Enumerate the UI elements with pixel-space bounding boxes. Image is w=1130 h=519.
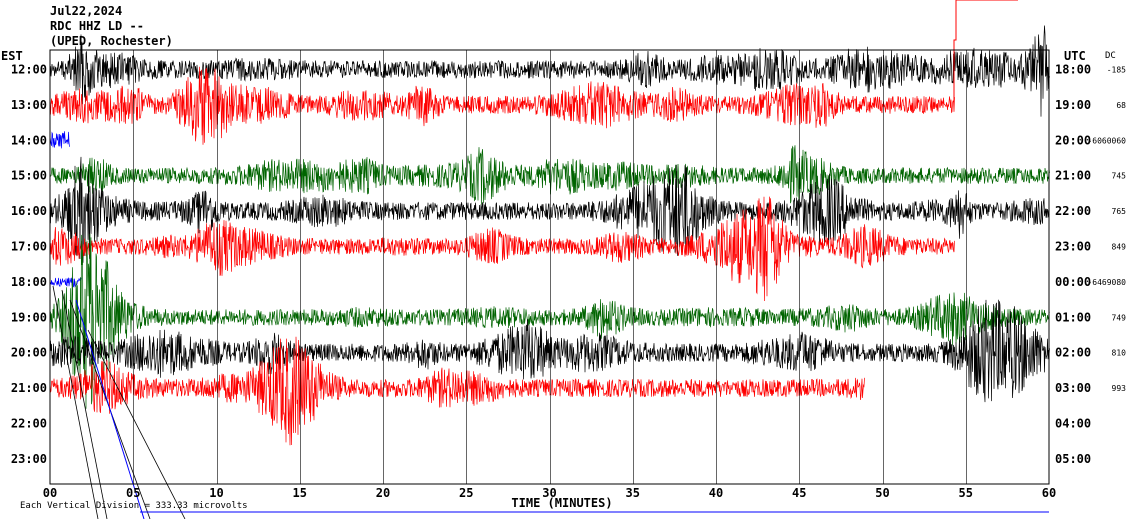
utc-label-10: 04:00: [1055, 417, 1091, 431]
utc-label-6: 00:00: [1055, 275, 1091, 289]
offscale-black-line-2: [61, 289, 108, 519]
est-label-3: 15:00: [11, 169, 47, 183]
trace-row-5: [49, 196, 955, 302]
x-tick-label-45: 45: [792, 486, 806, 500]
est-label-11: 23:00: [11, 452, 47, 466]
left-zone-label: EST: [1, 49, 23, 63]
dc-value-2: -6060060: [1087, 136, 1126, 145]
header-date: Jul22,2024: [50, 4, 122, 18]
est-label-7: 19:00: [11, 310, 47, 324]
dc-value-4: 765: [1112, 207, 1127, 216]
utc-label-7: 01:00: [1055, 310, 1091, 324]
x-tick-label-50: 50: [875, 486, 889, 500]
est-label-0: 12:00: [11, 63, 47, 77]
x-tick-label-0: 00: [43, 486, 57, 500]
trace-row-7: [49, 233, 1050, 409]
x-tick-label-30: 30: [542, 486, 556, 500]
x-tick-label-60: 60: [1042, 486, 1056, 500]
utc-label-11: 05:00: [1055, 452, 1091, 466]
dc-value-8: 810: [1112, 349, 1127, 358]
x-tick-label-5: 05: [126, 486, 140, 500]
dc-header: DC: [1105, 51, 1116, 61]
est-label-4: 16:00: [11, 204, 47, 218]
utc-label-1: 19:00: [1055, 98, 1091, 112]
x-tick-label-40: 40: [709, 486, 723, 500]
est-label-9: 21:00: [11, 381, 47, 395]
utc-label-4: 22:00: [1055, 204, 1091, 218]
dc-value-5: 849: [1112, 243, 1127, 252]
est-label-2: 14:00: [11, 133, 47, 147]
x-tick-label-35: 35: [626, 486, 640, 500]
utc-label-5: 23:00: [1055, 240, 1091, 254]
x-tick-label-25: 25: [459, 486, 473, 500]
dc-value-6: -6469080: [1087, 278, 1126, 287]
red-offset-line: [953, 0, 1018, 106]
x-tick-labels: 00 05 10 15 20 25 30 35 40 45 50 55 60: [43, 486, 1056, 500]
x-tick-label-15: 15: [293, 486, 307, 500]
utc-label-9: 03:00: [1055, 381, 1091, 395]
trace-row-0: [49, 25, 1050, 117]
dc-value-3: 745: [1112, 172, 1127, 181]
utc-label-8: 02:00: [1055, 346, 1091, 360]
trace-row-6: [49, 277, 82, 288]
trace-row-2: [49, 131, 70, 149]
est-label-1: 13:00: [11, 98, 47, 112]
seismic-traces: [49, 0, 1050, 519]
offscale-black-line-4: [87, 329, 186, 519]
trace-row-8: [49, 299, 1050, 403]
est-label-10: 22:00: [11, 417, 47, 431]
offscale-black-line-1: [52, 285, 99, 519]
trace-row-3: [49, 145, 1050, 205]
chart-grid: [49, 49, 1050, 485]
utc-label-2: 20:00: [1055, 133, 1091, 147]
offscale-blue-line: [75, 299, 145, 519]
x-tick-label-20: 20: [376, 486, 390, 500]
dc-value-7: 749: [1112, 313, 1127, 322]
plot-frame: [49, 49, 1050, 485]
x-tick-label-55: 55: [959, 486, 973, 500]
x-axis-title: TIME (MINUTES): [511, 496, 612, 510]
est-label-6: 18:00: [11, 275, 47, 289]
header-network: (UPED, Rochester): [50, 34, 173, 48]
est-label-5: 17:00: [11, 240, 47, 254]
trace-row-4: [49, 156, 1050, 263]
dc-value-0: -185: [1107, 66, 1126, 75]
trace-row-1: [49, 66, 955, 145]
x-tick-label-10: 10: [209, 486, 223, 500]
utc-label-0: 18:00: [1055, 63, 1091, 77]
est-label-8: 20:00: [11, 346, 47, 360]
header-station: RDC HHZ LD --: [50, 19, 144, 33]
utc-label-3: 21:00: [1055, 169, 1091, 183]
dc-value-9: 993: [1112, 384, 1127, 393]
scale-note: Each Vertical Division = 333.33 microvol…: [20, 501, 248, 511]
dc-value-1: 68: [1116, 101, 1126, 110]
trace-row-9: [49, 336, 865, 446]
right-zone-label: UTC: [1064, 49, 1086, 63]
